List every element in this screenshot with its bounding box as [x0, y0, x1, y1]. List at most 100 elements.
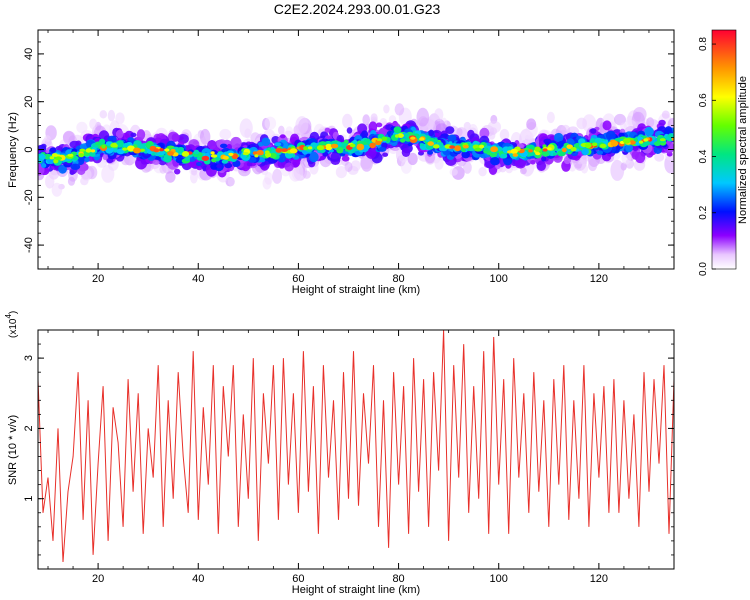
spectrogram-cell: [89, 151, 96, 157]
spectrogram-ytick-label: -20: [23, 189, 35, 205]
spectrogram-cell: [163, 153, 173, 163]
spectrogram-cell: [193, 149, 200, 155]
spectrogram-cell: [62, 130, 75, 145]
spectrogram-cell: [658, 119, 666, 126]
spectrogram-cell: [342, 113, 353, 129]
spectrogram-cell: [174, 168, 181, 175]
spectrogram-cell: [622, 138, 631, 144]
spectrogram-ytick-label: 0: [23, 146, 35, 152]
spectrogram-cell: [643, 138, 648, 142]
spectrogram-cell: [99, 110, 108, 119]
spectrogram-cell: [196, 162, 202, 166]
spectrogram-cell: [429, 137, 435, 142]
spectrogram-cell: [152, 159, 160, 165]
spectrogram-cell: [79, 148, 86, 152]
spectrogram-cell: [654, 152, 665, 162]
spectrogram-cell: [393, 126, 402, 134]
snr-ytick-label: 3: [23, 355, 35, 361]
spectrogram-cell: [289, 148, 298, 154]
spectrogram-cell: [638, 140, 644, 144]
spectrogram-xtick-label: 80: [392, 273, 404, 285]
snr-xtick-label: 60: [292, 573, 304, 585]
spectrogram-cell: [190, 171, 198, 184]
spectrogram-cell: [534, 146, 541, 152]
spectrogram-cell: [177, 147, 184, 151]
spectrogram-cell: [631, 150, 639, 160]
snr-ylabel: SNR (10 * v/v): [7, 415, 19, 485]
spectrogram-cell: [419, 143, 425, 147]
spectrogram-cell: [341, 155, 350, 162]
spectrogram-cell: [490, 146, 498, 153]
spectrogram-cell: [127, 137, 134, 142]
spectrogram-cell: [349, 143, 356, 148]
spectrogram-cell: [107, 109, 116, 122]
spectrogram-cell: [126, 145, 135, 152]
spectrogram-cell: [242, 152, 249, 156]
spectrogram-cell: [320, 149, 326, 154]
spectrogram-cell: [84, 157, 90, 163]
spectrogram-cell: [165, 171, 176, 183]
spectrogram-cell: [592, 142, 598, 147]
spectrogram-cell: [89, 118, 98, 130]
spectrogram-cell: [594, 137, 603, 143]
spectrogram-cell: [216, 164, 223, 169]
spectrogram-ylabel: Frequency (Hz): [7, 112, 19, 188]
colorbar: 0.0 0.2 0.4 0.6 0.8 Normalized spectral ampl…: [698, 29, 749, 276]
spectrogram-cell: [375, 140, 382, 146]
spectrogram-cell: [201, 155, 210, 161]
spectrogram-cell: [619, 128, 626, 134]
spectrogram-cell: [278, 125, 285, 135]
spectrogram-cell: [416, 107, 430, 127]
snr-multiplier-exponent: 4: [4, 314, 13, 319]
spectrogram-cell: [248, 157, 257, 163]
spectrogram-cell: [344, 161, 353, 172]
spectrogram-cell: [445, 126, 455, 134]
spectrogram-cell: [274, 142, 282, 147]
spectrogram-cell: [395, 134, 400, 138]
spectrogram-cell: [546, 147, 552, 151]
spectrogram-cell: [383, 104, 390, 114]
spectrogram-cell: [668, 133, 673, 139]
spectrogram-cell: [220, 143, 228, 149]
spectrogram-cell: [293, 124, 305, 135]
spectrogram-cell: [433, 138, 439, 143]
spectrogram-cell: [620, 122, 627, 131]
figure-title: C2E2.2024.293.00.01.G23: [274, 1, 441, 17]
spectrogram-cell: [581, 148, 589, 156]
colorbar-tick-label: 0.6: [698, 93, 709, 107]
spectrogram-cell: [554, 132, 564, 143]
spectrogram-cell: [541, 150, 549, 157]
snr-multiplier-close: ): [8, 311, 19, 314]
spectrogram-cell: [483, 147, 489, 151]
spectrogram-cell: [410, 136, 416, 140]
snr-multiplier: (x104): [4, 311, 19, 338]
spectrogram-cell: [171, 133, 180, 142]
spectrogram-cell: [478, 144, 485, 149]
spectrogram-cell: [67, 176, 76, 186]
spectrogram-cell: [644, 126, 654, 137]
spectrogram-cell: [378, 146, 387, 152]
spectrogram-cell: [661, 110, 670, 119]
spectrogram-cell: [261, 137, 271, 147]
spectrogram-cell: [447, 134, 457, 142]
spectrogram-xtick-label: 60: [292, 273, 304, 285]
snr-xtick-label: 20: [92, 573, 104, 585]
spectrogram-xtick-label: 40: [192, 273, 204, 285]
spectrogram-cell: [382, 152, 389, 157]
spectrogram-cell: [427, 150, 434, 155]
spectrogram-cell: [490, 157, 500, 166]
spectrogram-cell: [536, 160, 546, 171]
spectrogram-cell: [463, 144, 469, 149]
spectrogram-cell: [67, 153, 74, 157]
spectrogram-cell: [427, 141, 435, 146]
spectrogram-cell: [621, 151, 632, 165]
spectrogram-cell: [524, 131, 534, 140]
spectrogram-cell: [207, 140, 217, 149]
spectrogram-cell: [346, 127, 353, 134]
spectrogram-ytick-label: 20: [23, 96, 35, 108]
spectrogram-cell: [211, 158, 217, 163]
spectrogram-cell: [653, 141, 661, 147]
spectrogram-cell: [526, 118, 537, 130]
spectrogram-cell: [499, 128, 510, 141]
